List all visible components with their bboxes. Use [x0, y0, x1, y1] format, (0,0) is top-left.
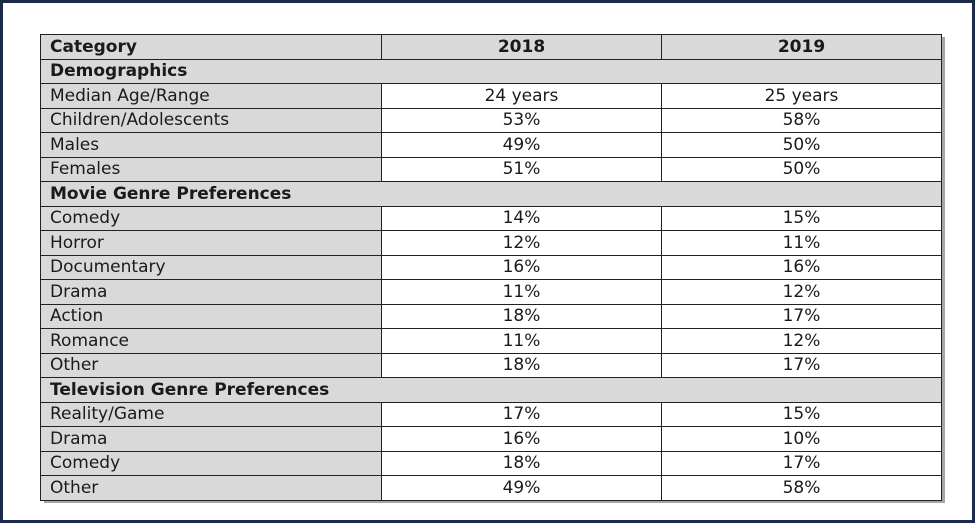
row-label: Median Age/Range [40, 83, 382, 109]
value-2019: 16% [661, 254, 942, 280]
table-row: Median Age/Range 24 years 25 years [40, 83, 942, 109]
value-2018: 49% [381, 475, 662, 501]
table-row: Children/Adolescents 53% 58% [40, 107, 942, 133]
value-2019: 17% [661, 303, 942, 329]
row-label: Drama [40, 426, 382, 452]
value-2019: 25 years [661, 83, 942, 109]
row-label: Horror [40, 230, 382, 256]
header-row: Category 2018 2019 [40, 34, 942, 60]
value-2019: 17% [661, 450, 942, 476]
table-row: Comedy 14% 15% [40, 205, 942, 231]
header-year-2018: 2018 [381, 34, 662, 60]
table-row: Comedy 18% 17% [40, 450, 942, 476]
table-row: Romance 11% 12% [40, 328, 942, 354]
value-2019: 58% [661, 107, 942, 133]
preferences-table: Category 2018 2019 Demographics Median Ag… [40, 34, 942, 501]
value-2018: 51% [381, 156, 662, 182]
value-2019: 15% [661, 401, 942, 427]
value-2019: 50% [661, 132, 942, 158]
section-title: Television Genre Preferences [40, 377, 942, 403]
row-label: Drama [40, 279, 382, 305]
value-2019: 58% [661, 475, 942, 501]
section-title: Movie Genre Preferences [40, 181, 942, 207]
row-label: Comedy [40, 450, 382, 476]
value-2018: 53% [381, 107, 662, 133]
value-2018: 16% [381, 254, 662, 280]
table-row: Horror 12% 11% [40, 230, 942, 256]
value-2018: 17% [381, 401, 662, 427]
value-2018: 49% [381, 132, 662, 158]
value-2018: 18% [381, 450, 662, 476]
value-2018: 11% [381, 279, 662, 305]
table-body: Demographics Median Age/Range 24 years 25 y… [40, 58, 942, 501]
value-2019: 12% [661, 279, 942, 305]
table-row: Documentary 16% 16% [40, 254, 942, 280]
row-label: Children/Adolescents [40, 107, 382, 133]
value-2019: 11% [661, 230, 942, 256]
value-2019: 15% [661, 205, 942, 231]
row-label: Other [40, 352, 382, 378]
table-row: Drama 16% 10% [40, 426, 942, 452]
table-row: Females 51% 50% [40, 156, 942, 182]
value-2018: 24 years [381, 83, 662, 109]
row-label: Action [40, 303, 382, 329]
value-2018: 16% [381, 426, 662, 452]
header-category: Category [40, 34, 382, 60]
table-row: Reality/Game 17% 15% [40, 401, 942, 427]
value-2019: 17% [661, 352, 942, 378]
table-row: Drama 11% 12% [40, 279, 942, 305]
table-row: Other 49% 58% [40, 475, 942, 501]
value-2019: 50% [661, 156, 942, 182]
table-row: Action 18% 17% [40, 303, 942, 329]
value-2018: 12% [381, 230, 662, 256]
row-label: Romance [40, 328, 382, 354]
table-row: Other 18% 17% [40, 352, 942, 378]
value-2019: 10% [661, 426, 942, 452]
row-label: Documentary [40, 254, 382, 280]
row-label: Reality/Game [40, 401, 382, 427]
section-row: Demographics [40, 58, 942, 84]
row-label: Comedy [40, 205, 382, 231]
section-row: Television Genre Preferences [40, 377, 942, 403]
value-2018: 14% [381, 205, 662, 231]
value-2018: 11% [381, 328, 662, 354]
value-2018: 18% [381, 352, 662, 378]
value-2019: 12% [661, 328, 942, 354]
value-2018: 18% [381, 303, 662, 329]
section-row: Movie Genre Preferences [40, 181, 942, 207]
row-label: Females [40, 156, 382, 182]
row-label: Other [40, 475, 382, 501]
header-year-2019: 2019 [661, 34, 942, 60]
row-label: Males [40, 132, 382, 158]
table-row: Males 49% 50% [40, 132, 942, 158]
section-title: Demographics [40, 58, 942, 84]
